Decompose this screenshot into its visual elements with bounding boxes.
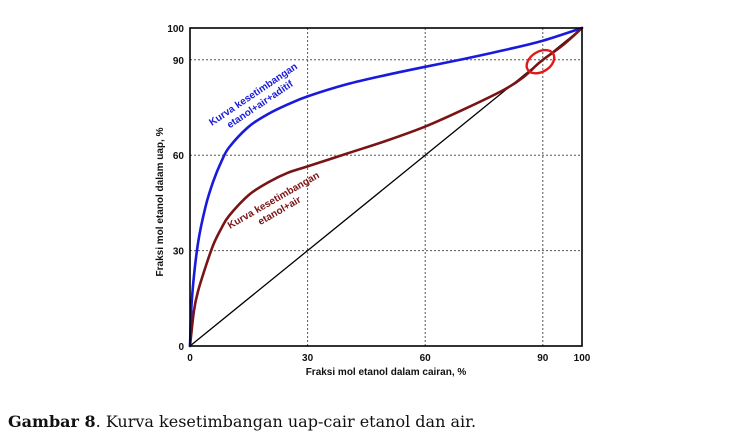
plot-frame	[189, 27, 583, 347]
azeotrope-marker	[525, 48, 556, 75]
tick-labels: 0 30 60 90 100 0 30 60 90 100	[167, 24, 590, 364]
series-group	[188, 26, 584, 348]
grid-lines	[190, 28, 582, 346]
y-tick-label-90: 90	[173, 56, 185, 67]
y-tick-label-0: 0	[178, 342, 184, 353]
x-axis-label: Fraksi mol etanol dalam cairan, %	[306, 367, 467, 378]
x-tick-label-0: 0	[187, 353, 193, 364]
annotation-etanol-air: Kurva kesetimbangan etanol+air	[226, 170, 322, 231]
series-line-kurva-kesetimbangan-etanol-air	[188, 26, 584, 348]
vle-chart: 0 30 60 90 100 0 30 60 90 100 Fraksi mol etanol d…	[155, 24, 591, 378]
y-tick-label-100: 100	[167, 24, 184, 35]
y-tick-label-30: 30	[173, 247, 185, 258]
series-line-kurva-kesetimbangan-etanol-air-aditif	[188, 26, 584, 348]
x-tick-label-60: 60	[420, 353, 432, 364]
figure-caption: Gambar 8. Kurva kesetimbangan uap-cair e…	[8, 412, 476, 431]
x-tick-label-30: 30	[302, 353, 314, 364]
x-tick-label-100: 100	[574, 353, 591, 364]
y-tick-label-60: 60	[173, 151, 185, 162]
x-tick-label-90: 90	[537, 353, 549, 364]
annotation-aditif-line1: Kurva kesetimbangan	[207, 61, 299, 128]
annotation-aditif: Kurva kesetimbangan etanol+air+aditif	[207, 61, 299, 131]
caption-label: Gambar 8	[8, 412, 96, 431]
y-axis-label: Fraksi mol etanol dalam uap, %	[155, 127, 166, 276]
caption-text: . Kurva kesetimbangan uap-cair etanol da…	[95, 412, 477, 431]
